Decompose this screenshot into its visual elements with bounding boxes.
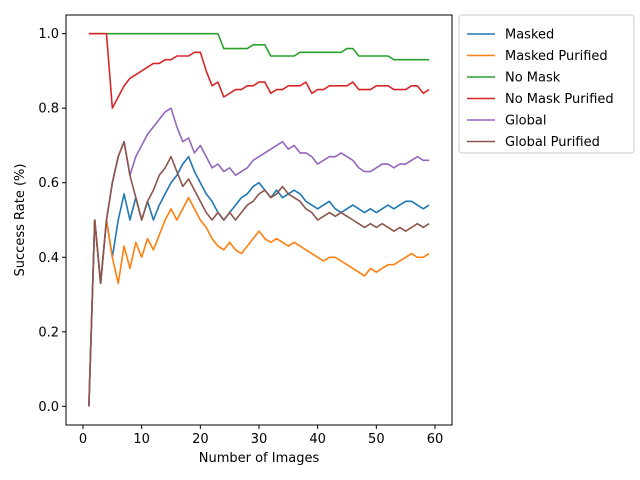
legend: Masked Masked Purified No Mask No Mask Puri…: [458, 14, 635, 154]
y-tick-label: 0.0: [38, 400, 59, 415]
x-tick-label: 40: [309, 432, 326, 447]
x-tick-label: 60: [427, 432, 444, 447]
legend-label: Global Purified: [505, 135, 600, 150]
series-lines: [88, 32, 430, 407]
x-tick-label: 30: [251, 432, 268, 447]
series-line-2: [88, 32, 430, 61]
legend-label: No Mask Purified: [505, 92, 614, 107]
y-tick-label: 0.8: [38, 102, 59, 117]
y-tick-label: 0.4: [38, 251, 59, 266]
y-tick-label: 0.6: [38, 176, 59, 191]
x-tick-label: 0: [79, 432, 87, 447]
series-line-4: [88, 107, 430, 407]
series-line-3: [88, 32, 430, 109]
y-axis-ticks: 0.0 0.2 0.4 0.6 0.8 1.0: [38, 27, 66, 415]
legend-box: [458, 14, 635, 154]
series-line-1: [88, 196, 430, 407]
legend-label: No Mask: [505, 71, 561, 86]
legend-label: Masked Purified: [505, 49, 608, 64]
y-axis-label: Success Rate (%): [13, 164, 28, 277]
x-tick-label: 20: [192, 432, 209, 447]
legend-label: Global: [505, 114, 546, 129]
y-tick-label: 1.0: [38, 27, 59, 42]
x-axis-ticks: 0 10 20 30 40 50 60: [79, 425, 443, 447]
series-line-5: [88, 140, 430, 407]
legend-label: Masked: [505, 28, 554, 43]
x-tick-label: 10: [133, 432, 150, 447]
x-axis-label: Number of Images: [199, 451, 320, 466]
x-tick-label: 50: [368, 432, 385, 447]
y-tick-label: 0.2: [38, 325, 59, 340]
